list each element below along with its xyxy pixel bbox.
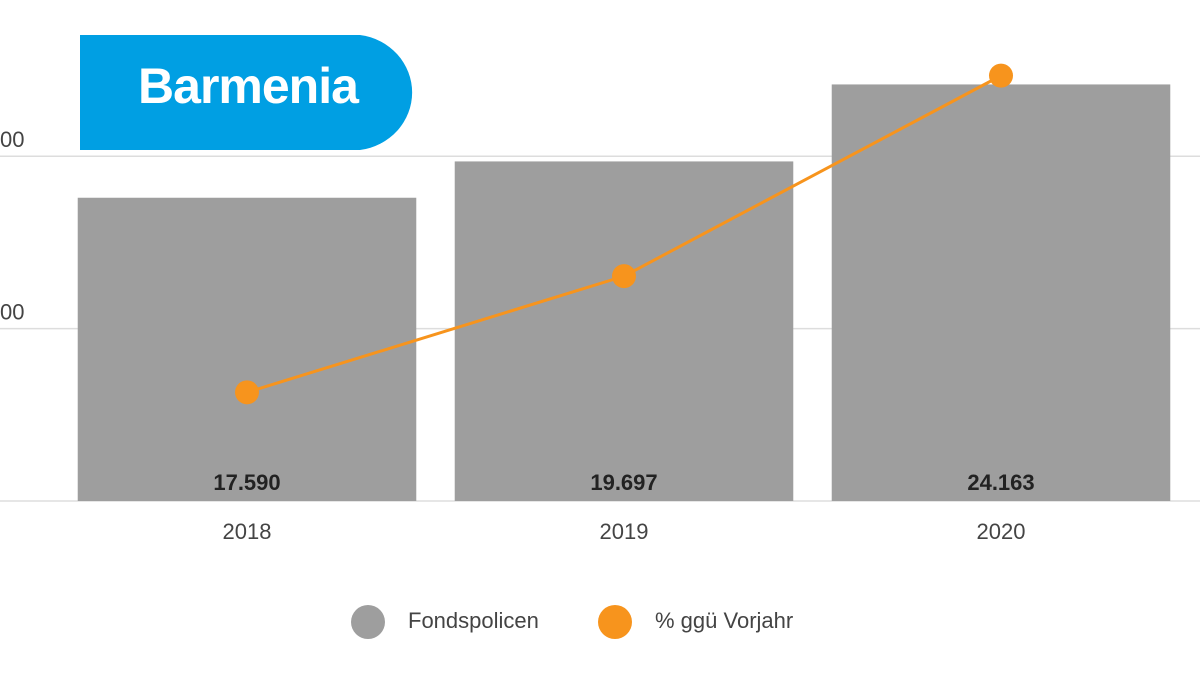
bar bbox=[454, 161, 794, 502]
legend-label: % ggü Vorjahr bbox=[655, 608, 793, 633]
data-label: 19.697 bbox=[590, 470, 657, 495]
line-point bbox=[612, 264, 636, 289]
legend-label: Fondspolicen bbox=[408, 608, 539, 633]
line-point bbox=[235, 380, 259, 405]
x-tick-label: 2020 bbox=[977, 519, 1026, 544]
y-tick-label: 00 bbox=[0, 299, 24, 324]
data-label: 17.590 bbox=[213, 470, 280, 495]
bar bbox=[831, 84, 1171, 502]
bar bbox=[77, 197, 417, 501]
x-tick-label: 2019 bbox=[600, 519, 649, 544]
data-label: 24.163 bbox=[967, 470, 1034, 495]
line-point bbox=[989, 63, 1013, 88]
legend-swatch bbox=[351, 605, 385, 639]
y-tick-label: 00 bbox=[0, 127, 24, 152]
x-tick-label: 2018 bbox=[223, 519, 272, 544]
legend-swatch bbox=[598, 605, 632, 639]
logo: Barmenia bbox=[138, 58, 360, 114]
logo-box bbox=[80, 35, 413, 150]
